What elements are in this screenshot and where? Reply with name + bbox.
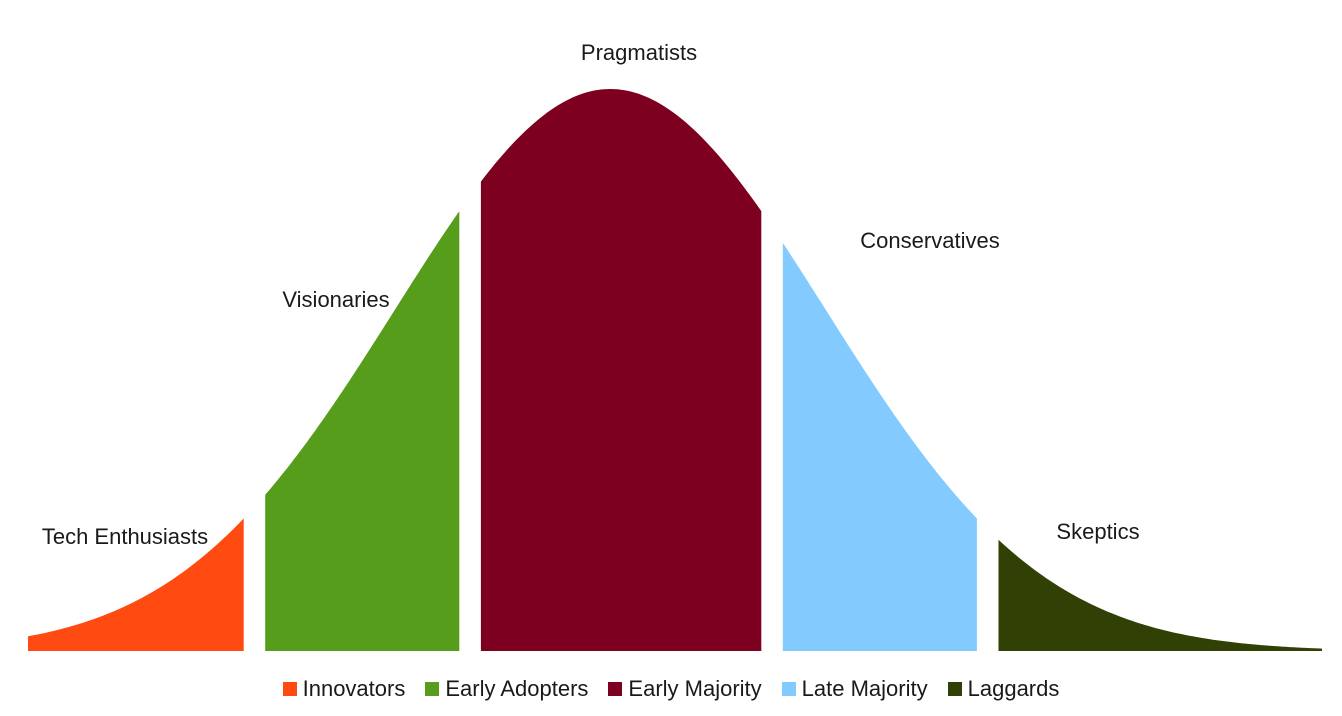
legend-item-early-majority: Early Majority <box>608 676 762 702</box>
segment-labels: Tech Enthusiasts Visionaries Pragmatists Co… <box>42 40 1140 549</box>
segment-laggards <box>998 539 1322 651</box>
segment-label-early-adopters: Visionaries <box>282 287 389 312</box>
legend-swatch-early-majority <box>608 682 623 696</box>
legend-item-late-majority: Late Majority <box>781 676 928 702</box>
legend-label-early-adopters: Early Adopters <box>445 676 589 701</box>
legend-swatch-late-majority <box>781 682 796 696</box>
legend-item-early-adopters: Early Adopters <box>425 676 588 702</box>
legend-label-early-majority: Early Majority <box>628 676 762 701</box>
curve-segments <box>28 89 1322 651</box>
segment-label-laggards: Skeptics <box>1056 519 1139 544</box>
segment-early-majority <box>480 89 762 651</box>
segment-label-innovators: Tech Enthusiasts <box>42 524 208 549</box>
segment-early-adopters <box>265 211 460 651</box>
segment-label-late-majority: Conservatives <box>860 228 999 253</box>
legend-label-laggards: Laggards <box>967 676 1060 701</box>
legend-swatch-early-adopters <box>425 682 440 696</box>
legend-item-innovators: Innovators <box>282 676 406 702</box>
segment-innovators <box>28 518 244 651</box>
segment-label-early-majority: Pragmatists <box>581 40 697 65</box>
legend-label-innovators: Innovators <box>302 676 406 701</box>
legend-swatch-innovators <box>282 682 297 696</box>
chart-legend: Innovators Early Adopters Early Majority… <box>0 676 1342 702</box>
legend-label-late-majority: Late Majority <box>801 676 928 701</box>
segment-late-majority <box>782 242 977 651</box>
legend-swatch-laggards <box>947 682 962 696</box>
legend-item-laggards: Laggards <box>947 676 1060 702</box>
